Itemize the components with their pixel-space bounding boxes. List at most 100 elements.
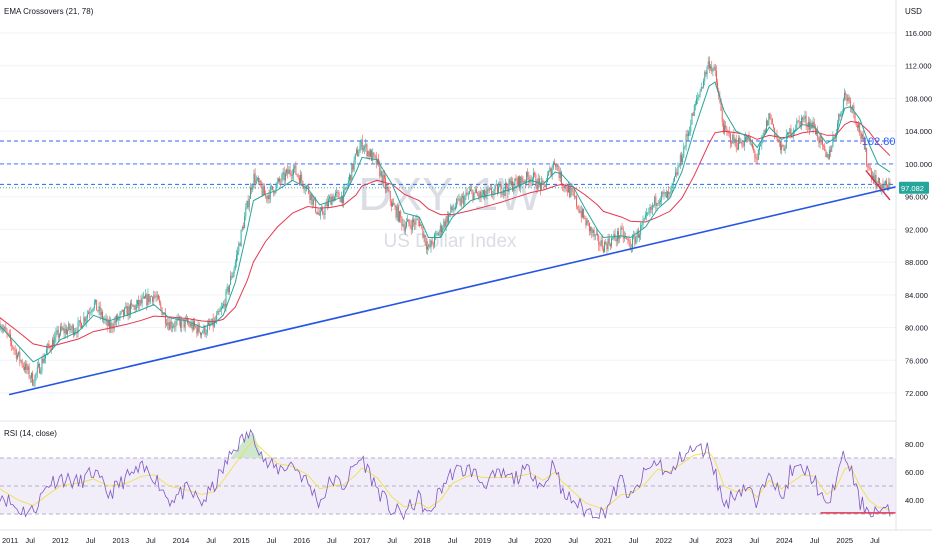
candle-down xyxy=(715,71,717,83)
descending-wedge-line[interactable] xyxy=(865,170,891,201)
candle-down xyxy=(287,169,289,175)
candle-up xyxy=(604,242,606,253)
candle-up xyxy=(442,228,444,233)
candle-up xyxy=(549,168,551,172)
candle-down xyxy=(509,179,511,185)
candle-down xyxy=(650,206,652,210)
candle-up xyxy=(838,113,840,124)
candle-down xyxy=(378,158,380,164)
candle-down xyxy=(8,333,10,335)
price-axis[interactable]: 116.000 112.000 108.000 104.000 100.000 96.00… xyxy=(899,29,932,398)
candle-down xyxy=(484,190,486,198)
time-tick-label: 2025 xyxy=(836,536,853,545)
candle-up xyxy=(118,317,120,321)
candle-down xyxy=(387,187,389,191)
candle-up xyxy=(502,190,504,195)
rsi-axis[interactable]: 80.00 60.00 40.00 xyxy=(905,440,924,505)
candle-up xyxy=(181,319,183,328)
candle-up xyxy=(819,136,821,144)
candle-down xyxy=(860,132,862,139)
candle-up xyxy=(687,132,689,137)
time-tick-label: 2013 xyxy=(112,536,129,545)
candle-down xyxy=(196,327,198,334)
candle-up xyxy=(590,227,592,232)
candle-down xyxy=(602,248,604,253)
currency-label: USD xyxy=(905,7,922,16)
candle-down xyxy=(657,203,659,204)
ema-indicator-label[interactable]: EMA Crossovers (21, 78) xyxy=(4,7,94,16)
candle-down xyxy=(676,172,678,175)
candle-down xyxy=(562,185,564,187)
candle-up xyxy=(651,204,653,210)
ascending-trendline[interactable] xyxy=(8,186,897,396)
candle-down xyxy=(634,235,636,244)
candle-up xyxy=(85,318,87,322)
candle-down xyxy=(608,238,610,245)
candle-down xyxy=(7,333,9,334)
candle-up xyxy=(359,146,361,153)
candle-down xyxy=(714,66,716,72)
candle-up xyxy=(404,226,406,232)
candle-down xyxy=(183,319,185,328)
candle-down xyxy=(338,192,340,199)
candle-down xyxy=(178,317,180,321)
candle-down xyxy=(817,130,819,140)
drawings[interactable]: 102.80 xyxy=(8,136,897,396)
time-tick-label: 2014 xyxy=(173,536,190,545)
candle-up xyxy=(807,121,809,127)
candle-down xyxy=(571,188,573,191)
candle-up xyxy=(481,194,483,197)
candle-down xyxy=(160,302,162,308)
candle-down xyxy=(138,300,140,306)
candle-down xyxy=(342,195,343,204)
candle-up xyxy=(541,180,543,190)
candle-down xyxy=(361,139,363,150)
candle-down xyxy=(463,196,465,205)
candle-up xyxy=(789,128,791,135)
price-tick-label: 84.000 xyxy=(905,291,928,300)
candle-up xyxy=(346,186,348,189)
candle-down xyxy=(846,94,848,101)
candle-down xyxy=(471,189,473,191)
candle-up xyxy=(677,166,679,175)
candle-up xyxy=(514,178,516,188)
candle-up xyxy=(142,296,144,298)
candle-up xyxy=(840,111,842,117)
rsi-pane xyxy=(0,428,896,521)
candle-up xyxy=(797,120,799,122)
candle-down xyxy=(418,221,420,226)
last-price-tag[interactable] xyxy=(899,181,929,194)
time-axis[interactable]: 2011 Jul 2012 Jul 2013 Jul 2014 Jul 2015 Jul 2016 J… xyxy=(2,536,880,545)
candle-down xyxy=(19,351,21,361)
candle-up xyxy=(67,330,69,335)
price-tick-label: 108.000 xyxy=(905,94,932,103)
candle-down xyxy=(783,146,785,151)
candle-up xyxy=(340,195,342,203)
candle-down xyxy=(720,101,722,112)
time-tick-label: 2020 xyxy=(535,536,552,545)
rsi-tick-label: 80.00 xyxy=(905,440,924,449)
candle-down xyxy=(771,119,773,125)
candle-up xyxy=(225,290,227,308)
candle-up xyxy=(669,192,671,194)
rsi-indicator-label[interactable]: RSI (14, close) xyxy=(4,429,57,438)
horizontal-levels[interactable] xyxy=(0,140,896,189)
candle-down xyxy=(823,145,825,146)
candle-down xyxy=(375,156,377,165)
candle-up xyxy=(317,212,319,215)
candle-up xyxy=(113,320,115,329)
rsi-tick-label: 40.00 xyxy=(905,496,924,505)
candle-up xyxy=(831,146,833,152)
candle-up xyxy=(354,153,356,160)
candle-down xyxy=(243,226,244,229)
candle-up xyxy=(644,215,646,219)
candle-down xyxy=(655,196,657,206)
candle-down xyxy=(21,360,23,366)
candle-up xyxy=(182,319,184,320)
candle-down xyxy=(721,111,723,123)
candle-up xyxy=(392,202,394,207)
watermark: DXY, 1W US Dollar Index xyxy=(358,168,542,252)
candle-down xyxy=(209,322,211,325)
candle-up xyxy=(3,328,4,330)
